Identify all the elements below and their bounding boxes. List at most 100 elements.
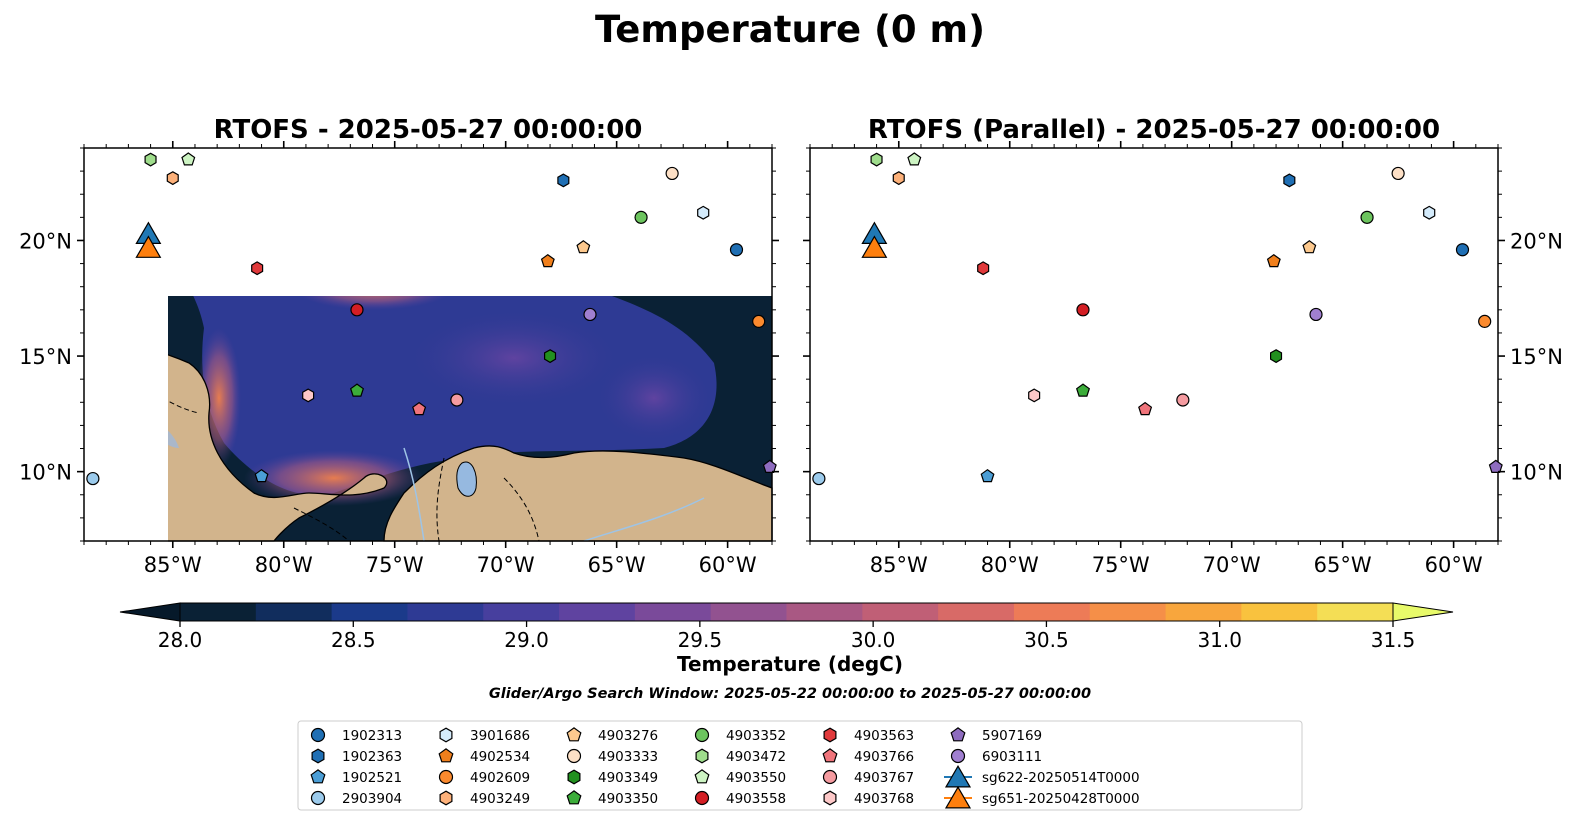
legend-label: 6903111 xyxy=(982,749,1042,765)
legend-label: 4903768 xyxy=(854,791,914,807)
glider-marker-sg651-20250428T0000 xyxy=(135,235,162,258)
x-tick-label: 80°W xyxy=(981,553,1039,577)
y-tick-label: 15°N xyxy=(19,345,72,369)
x-tick-label: 60°W xyxy=(699,553,757,577)
colorbar-extend-high xyxy=(1392,602,1454,622)
float-marker-5907169 xyxy=(1488,459,1503,473)
float-marker-4903276 xyxy=(1302,240,1317,254)
legend-label: 4903276 xyxy=(598,728,658,744)
land-yucatan-mexico xyxy=(84,148,144,358)
float-marker-4903349 xyxy=(1269,349,1283,364)
float-marker-6903111 xyxy=(1309,307,1323,322)
float-marker-4903563 xyxy=(977,261,990,276)
colorbar: 28.0 28.5 29.0 29.5 30.0 30.5 31.0 31.5 Tempera… xyxy=(119,602,1454,676)
colorbar-ticks: 28.0 28.5 29.0 29.5 30.0 30.5 31.0 31.5 xyxy=(158,621,1416,652)
colorbar-level xyxy=(407,603,484,621)
warm-patch-pacific xyxy=(790,428,880,508)
float-marker-1902313 xyxy=(729,243,744,257)
river xyxy=(403,447,425,542)
y-axis-ticks: 20°N 15°N 10°N xyxy=(803,147,1563,542)
warm-patch-southwest xyxy=(244,450,424,506)
legend-marker-2903904 xyxy=(310,790,326,806)
colorbar-tick-label: 29.0 xyxy=(504,628,549,652)
float-marker-4903767 xyxy=(1176,393,1190,407)
river xyxy=(1130,448,1150,541)
panel-title: RTOFS (Parallel) - 2025-05-27 00:00:00 xyxy=(868,115,1440,145)
float-marker-4903767 xyxy=(450,393,464,407)
float-marker-4902534 xyxy=(1266,253,1281,268)
float-marker-4903563 xyxy=(251,261,264,276)
map-panel-rtofs-parallel: RTOFS (Parallel) - 2025-05-27 00:00:00 xyxy=(790,115,1563,577)
float-marker-2903904 xyxy=(812,471,826,486)
colorbar-level xyxy=(710,603,787,621)
float-marker-3901686 xyxy=(697,205,710,220)
ocean-background xyxy=(810,148,1498,541)
legend-label: 4903558 xyxy=(726,791,786,807)
border-line xyxy=(436,457,445,542)
land-central-america xyxy=(168,354,388,542)
land-central-america xyxy=(810,342,1113,541)
colorbar-level xyxy=(255,603,333,621)
colorbar-label: Temperature (degC) xyxy=(677,652,903,676)
border-line xyxy=(503,477,540,542)
y-tick-label: 10°N xyxy=(1510,461,1563,485)
x-tick-label: 75°W xyxy=(1092,553,1150,577)
legend-marker-4902534 xyxy=(438,748,454,763)
x-tick-label: 70°W xyxy=(477,553,535,577)
colorbar-level xyxy=(1165,603,1242,621)
legend-marker-1902521 xyxy=(310,769,326,784)
legend-marker-4902609 xyxy=(438,769,454,785)
land-cuba xyxy=(179,176,424,245)
legend-label: sg651-20250428T0000 xyxy=(982,791,1140,807)
colorbar-level xyxy=(862,603,939,621)
lake-maracaibo xyxy=(1183,462,1203,496)
float-marker-4903249 xyxy=(166,171,179,186)
purple-eddy xyxy=(404,308,624,408)
legend-marker-4903472 xyxy=(695,748,709,764)
colorbar-level xyxy=(1241,603,1318,621)
legend-label: 4903766 xyxy=(854,749,914,765)
float-marker-1902363 xyxy=(1283,173,1296,188)
colorbar-tick-label: 31.5 xyxy=(1371,628,1416,652)
warm-patch-nicaragua xyxy=(925,333,965,463)
river xyxy=(1310,498,1430,541)
legend-label: 4902534 xyxy=(470,749,530,765)
legend-marker-4903249 xyxy=(439,790,453,806)
float-marker-4903766 xyxy=(1138,401,1153,416)
panel-title: RTOFS - 2025-05-27 00:00:00 xyxy=(214,115,643,145)
legend-marker-4903333 xyxy=(566,748,582,764)
legend-label: 4903352 xyxy=(726,728,786,744)
y-tick-label: 15°N xyxy=(1510,345,1563,369)
land-cuba xyxy=(905,176,1150,245)
purple-eddy-east xyxy=(594,353,714,443)
warm-patch-jamaica xyxy=(1040,268,1180,308)
float-marker-4903276 xyxy=(576,240,591,254)
land-yucatan-mexico xyxy=(810,148,870,358)
legend-marker-4903349 xyxy=(567,769,581,785)
legend-marker-4903550 xyxy=(694,769,710,784)
float-marker-4903350 xyxy=(349,383,365,397)
float-marker-4902609 xyxy=(752,314,766,328)
float-marker-4903349 xyxy=(543,349,557,364)
border-line xyxy=(1020,508,1075,541)
colorbar-tick-label: 28.0 xyxy=(158,628,203,652)
float-marker-4903472 xyxy=(144,152,157,167)
river xyxy=(583,497,705,542)
float-marker-4903550 xyxy=(181,152,196,166)
hot-patch-cuba xyxy=(934,179,986,207)
lake-nicaragua xyxy=(870,418,905,448)
float-marker-4903352 xyxy=(634,210,648,224)
x-tick-label: 85°W xyxy=(144,553,202,577)
x-tick-label: 85°W xyxy=(870,553,928,577)
colorbar-level xyxy=(559,603,636,621)
float-marker-4903350 xyxy=(1075,383,1091,397)
colorbar-extend-low xyxy=(119,602,181,622)
legend-marker-sg651-20250428T0000 xyxy=(944,786,972,809)
y-tick-label: 20°N xyxy=(19,229,72,253)
colorbar-level xyxy=(1317,603,1394,621)
legend-label: 1902521 xyxy=(342,770,402,786)
colorbar-level xyxy=(1013,603,1091,621)
legend-marker-3901686 xyxy=(439,727,453,743)
float-marker-4903550 xyxy=(907,152,922,166)
float-marker-4903768 xyxy=(302,388,315,403)
